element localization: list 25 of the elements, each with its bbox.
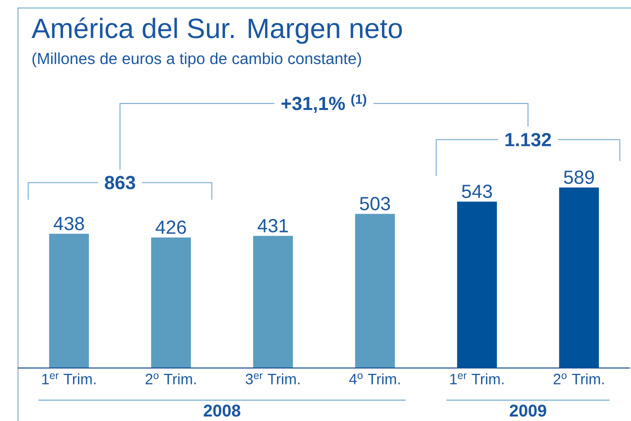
chart-title: América del Sur. Margen neto <box>32 17 402 44</box>
data-label: 438 <box>54 216 84 230</box>
chart-subtitle: (Millones de euros a tipo de cambio constante) <box>32 52 361 68</box>
x-tick-label: 1$^{er}$ Trim. <box>450 373 504 384</box>
x-tick-label: 4$^{o}$ Trim. <box>349 373 400 384</box>
bar <box>151 237 191 368</box>
data-label: 503 <box>360 196 390 210</box>
bar <box>355 214 395 368</box>
bar <box>559 187 599 368</box>
bar <box>253 236 293 368</box>
x-tick-label: 2$^{o}$ Trim. <box>146 373 196 384</box>
x-tick-label: 2$^{o}$ Trim. <box>554 373 604 384</box>
data-label: 431 <box>258 218 288 232</box>
x-tick-label: 3$^{er}$ Trim. <box>246 373 300 384</box>
bar <box>457 202 497 368</box>
annotation: 863 <box>104 176 136 190</box>
text: 2008 <box>204 404 240 417</box>
text: +31,1% $^{(1)}$ <box>281 94 366 113</box>
data-label: 589 <box>564 170 594 184</box>
x-tick-label: 1$^{er}$ Trim. <box>42 373 96 384</box>
text: 1.132 <box>506 132 551 146</box>
data-label: 543 <box>462 184 492 198</box>
data-label: 426 <box>156 220 186 234</box>
bar <box>49 234 89 368</box>
text: 2009 <box>510 404 546 417</box>
